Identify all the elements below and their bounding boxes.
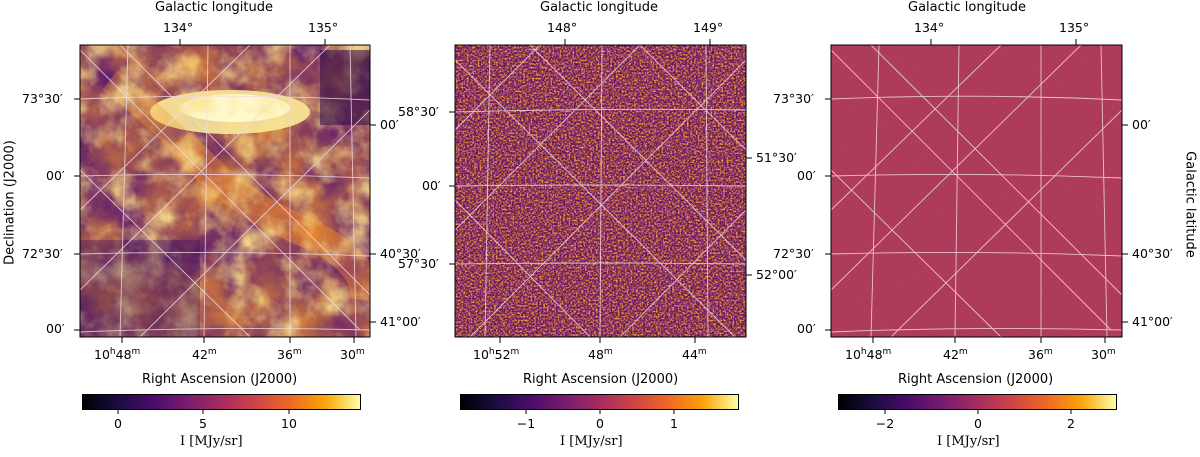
p1-bottom-tick-4: 30m bbox=[340, 347, 365, 363]
p3-top-tick-2: 135° bbox=[1059, 20, 1090, 35]
cb3-tick-1: −2 bbox=[875, 416, 895, 431]
top-axis-label-1: Galactic longitude bbox=[155, 0, 274, 15]
bottom-axis-label-3: Right Ascension (J2000) bbox=[898, 372, 1054, 387]
bottom-axis-label-2: Right Ascension (J2000) bbox=[523, 372, 679, 387]
p2-left-tick-2: 00′ bbox=[422, 178, 441, 193]
p2-bottom-tick-1: 10h52m bbox=[473, 347, 520, 363]
p1-bottom-tick-2: 42m bbox=[192, 347, 217, 363]
p1-left-tick-3: 72°30′ bbox=[22, 246, 63, 261]
p3-bottom-tick-1: 10h48m bbox=[845, 347, 892, 363]
p3-left-tick-4: 00′ bbox=[797, 321, 816, 336]
p2-top-tick-1: 148° bbox=[547, 20, 578, 35]
cb1-tick-2: 5 bbox=[199, 416, 207, 431]
image-2 bbox=[455, 45, 746, 337]
cb3-tick-3: 2 bbox=[1067, 416, 1075, 431]
image-1 bbox=[80, 45, 370, 337]
p1-left-tick-2: 00′ bbox=[46, 168, 65, 183]
p2-left-tick-1: 58°30′ bbox=[398, 104, 439, 119]
p3-bottom-tick-4: 30m bbox=[1091, 347, 1116, 363]
p2-bottom-tick-2: 48m bbox=[588, 347, 613, 363]
p1-top-tick-2: 135° bbox=[308, 20, 339, 35]
p2-right-tick-1: 51°30′ bbox=[756, 150, 797, 165]
cb3-tick-2: 0 bbox=[974, 416, 982, 431]
cb2-tick-1: −1 bbox=[516, 416, 536, 431]
p1-right-tick-1: 00′ bbox=[380, 117, 399, 132]
p2-right-tick-2: 52°00′ bbox=[756, 267, 797, 282]
cb2-label: I [MJy/sr] bbox=[560, 434, 623, 449]
p3-right-tick-1: 00′ bbox=[1132, 117, 1151, 132]
colorbar-3 bbox=[838, 394, 1117, 410]
image-3 bbox=[831, 45, 1122, 337]
p2-left-tick-3: 57°30′ bbox=[398, 256, 439, 271]
cb2-tick-3: 1 bbox=[670, 416, 678, 431]
top-axis-label-3: Galactic longitude bbox=[908, 0, 1027, 15]
p3-left-tick-2: 00′ bbox=[797, 168, 816, 183]
colorbar-1 bbox=[82, 394, 361, 410]
p3-top-tick-1: 134° bbox=[914, 20, 945, 35]
p1-left-tick-4: 00′ bbox=[46, 321, 65, 336]
p1-bottom-tick-3: 36m bbox=[277, 347, 302, 363]
cb2-tick-2: 0 bbox=[596, 416, 604, 431]
p3-left-tick-1: 73°30′ bbox=[773, 91, 814, 106]
p1-top-tick-1: 134° bbox=[163, 20, 194, 35]
cb1-label: I [MJy/sr] bbox=[180, 434, 243, 449]
p3-right-tick-2: 40°30′ bbox=[1132, 246, 1173, 261]
left-axis-label: Declination (J2000) bbox=[2, 140, 18, 265]
cb1-tick-1: 0 bbox=[114, 416, 122, 431]
p1-right-tick-3: 41°00′ bbox=[380, 314, 421, 329]
cb3-label: I [MJy/sr] bbox=[937, 434, 1000, 449]
cb1-tick-3: 10 bbox=[281, 416, 297, 431]
p1-left-tick-1: 73°30′ bbox=[22, 91, 63, 106]
p3-bottom-tick-3: 36m bbox=[1028, 347, 1053, 363]
p3-bottom-tick-2: 42m bbox=[943, 347, 968, 363]
p3-right-tick-3: 41°00′ bbox=[1132, 314, 1173, 329]
p1-bottom-tick-1: 10h48m bbox=[94, 347, 141, 363]
top-axis-label-2: Galactic longitude bbox=[540, 0, 659, 15]
bottom-axis-label-1: Right Ascension (J2000) bbox=[142, 372, 298, 387]
p2-bottom-tick-3: 44m bbox=[682, 347, 707, 363]
p3-left-tick-3: 72°30′ bbox=[773, 246, 814, 261]
p1-right-tick-2: 40°30′ bbox=[380, 246, 421, 261]
right-axis-label: Galactic latitude bbox=[1182, 151, 1198, 258]
colorbar-2 bbox=[460, 394, 739, 410]
p2-top-tick-2: 149° bbox=[693, 20, 724, 35]
